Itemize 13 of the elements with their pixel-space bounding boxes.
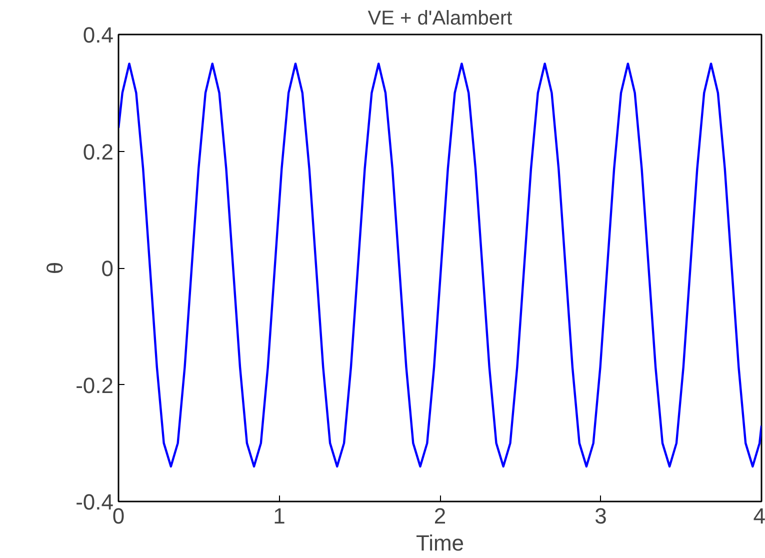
- chart-title: VE + d'Alambert: [368, 8, 513, 30]
- x-tick-label: 1: [273, 504, 286, 528]
- y-tick-label: 0.4: [82, 22, 114, 48]
- y-axis-title: θ: [42, 262, 68, 274]
- x-tick-label: 3: [594, 504, 607, 528]
- line-series: [118, 62, 762, 468]
- y-tick-label: -0.4: [76, 490, 114, 514]
- x-tick-label: 2: [434, 504, 446, 528]
- y-tick-label: 0.2: [82, 139, 114, 164]
- y-tick-label: -0.2: [76, 372, 114, 398]
- x-axis-title: Time: [416, 530, 464, 556]
- x-tick-label: 4: [753, 504, 765, 528]
- y-tick-label: 0: [101, 256, 114, 281]
